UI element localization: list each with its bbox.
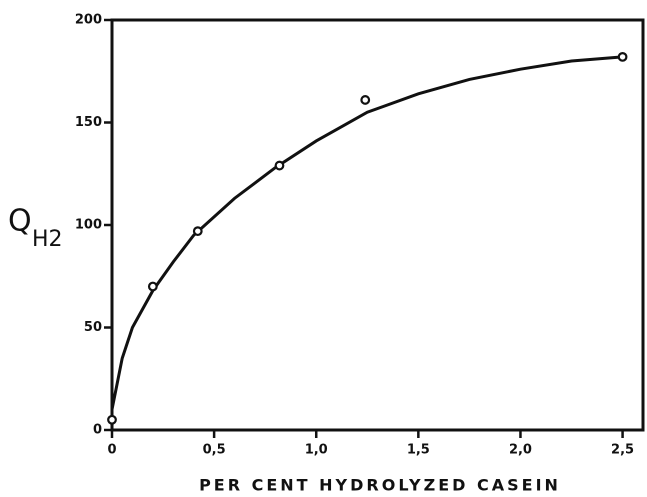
data-point (617, 52, 628, 62)
y-axis-label-sub: H2 (32, 227, 63, 252)
x-tick-label: 2,5 (611, 443, 634, 458)
x-axis-label: PER CENT HYDROLYZED CASEIN (199, 476, 561, 495)
data-point (147, 281, 158, 292)
y-tick-label: 0 (93, 423, 102, 438)
plot-frame (110, 18, 645, 432)
y-tick-label: 150 (75, 115, 102, 130)
data-point (192, 226, 203, 237)
fit-curve (110, 55, 623, 410)
x-tick-label: 0,5 (203, 443, 226, 458)
y-tick-label: 200 (75, 13, 102, 28)
y-tick-label: 50 (84, 320, 102, 335)
y-axis-label: Q (8, 204, 32, 239)
x-tick-label: 1,5 (407, 443, 430, 458)
x-tick-label: 1,0 (305, 443, 328, 458)
x-tick-label: 2,0 (509, 443, 532, 458)
data-point (360, 95, 371, 105)
data-point (274, 160, 285, 171)
y-tick-label: 100 (75, 218, 102, 233)
data-point (107, 414, 117, 425)
x-tick-label: 0 (107, 443, 116, 458)
